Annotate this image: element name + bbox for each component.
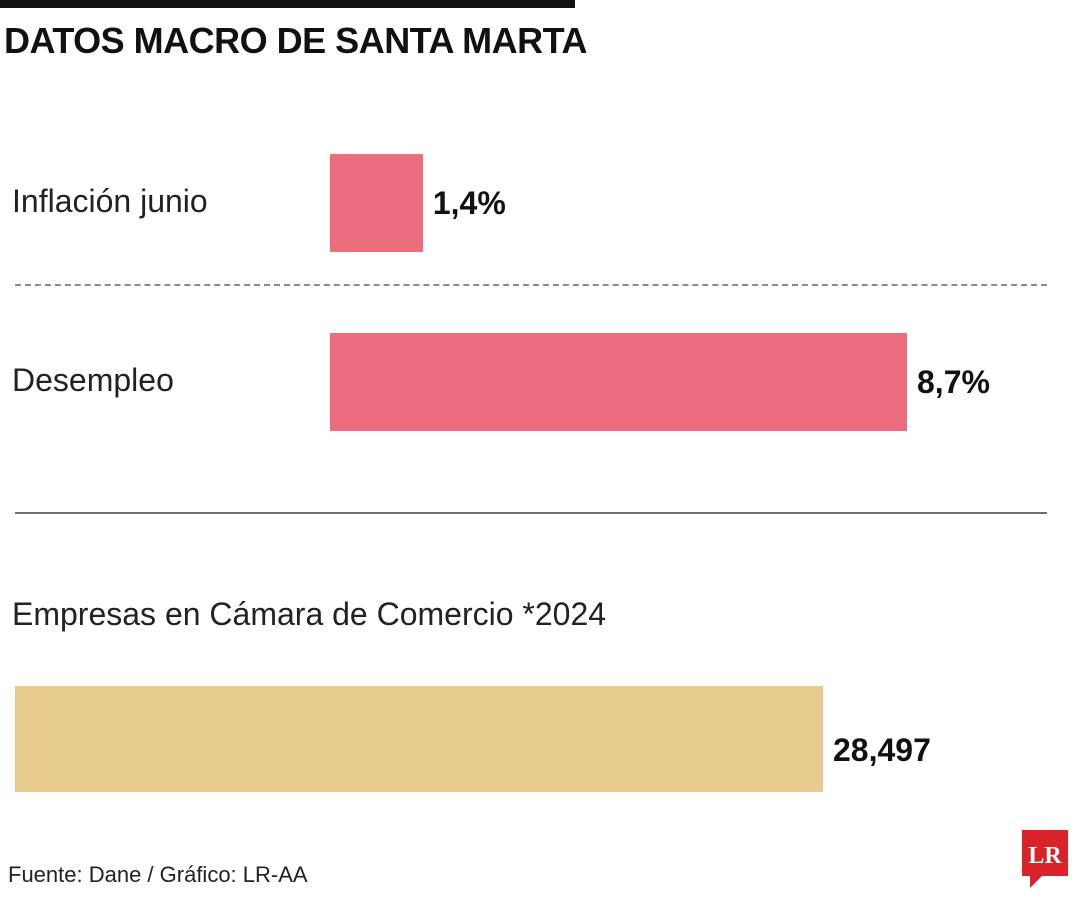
section-divider — [15, 512, 1047, 514]
logo-text: LR — [1028, 843, 1062, 869]
bar-empresas — [15, 686, 823, 792]
chart-title: DATOS MACRO DE SANTA MARTA — [4, 20, 587, 61]
bar-desempleo — [330, 333, 907, 431]
dashed-divider — [15, 284, 1047, 286]
logo-speech-bubble — [1022, 830, 1068, 888]
section-title-empresas: Empresas en Cámara de Comercio *2024 — [12, 596, 607, 632]
top-rule — [0, 0, 575, 8]
value-label-inflacion: 1,4% — [432, 185, 506, 221]
value-label-desempleo: 8,7% — [917, 364, 990, 400]
value-label-empresas: 28,497 — [833, 732, 931, 768]
source-note: Fuente: Dane / Gráfico: LR-AA — [8, 862, 308, 887]
lr-logo: LR — [1022, 830, 1068, 888]
bar-inflacion — [330, 154, 423, 252]
category-label-inflacion: Inflación junio — [12, 183, 208, 219]
category-label-desempleo: Desempleo — [12, 362, 174, 398]
